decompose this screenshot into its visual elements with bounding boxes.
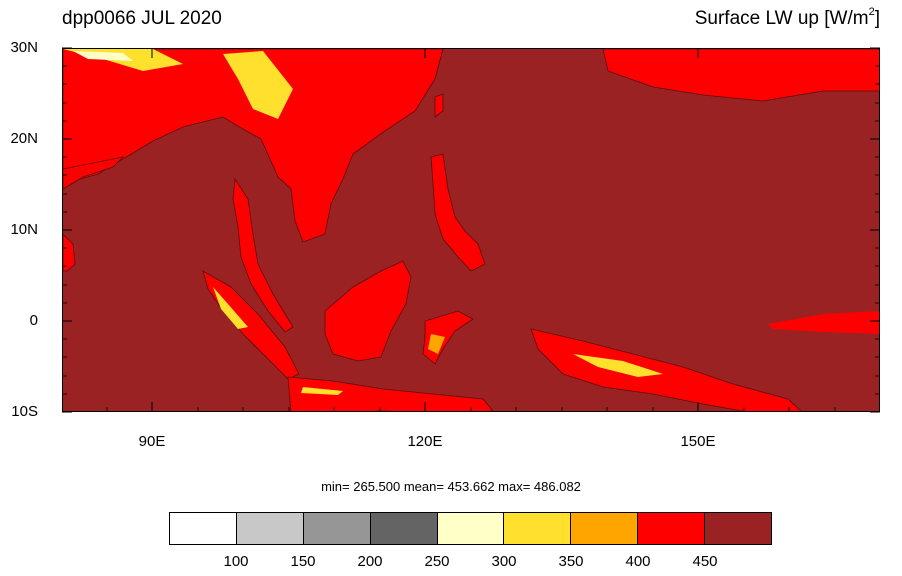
sulawesi-highlands xyxy=(428,334,445,354)
sumatra-highlands xyxy=(213,287,248,329)
stats-line: min= 265.500 mean= 453.662 max= 486.082 xyxy=(321,479,581,494)
colorbar-box-4 xyxy=(370,513,438,544)
y-label-30n: 30N xyxy=(10,39,38,56)
y-label-0: 0 xyxy=(29,312,38,329)
colorbar-label-200: 200 xyxy=(357,553,383,570)
equatorial-band xyxy=(768,311,879,334)
colorbar-box-8 xyxy=(638,513,706,544)
colorbar-label-150: 150 xyxy=(290,553,316,570)
title-right-close: ] xyxy=(874,8,880,29)
plot-title-left: dpp0066 JUL 2020 xyxy=(62,8,222,29)
colorbar-box-3 xyxy=(303,513,371,544)
plot-title-right: Surface LW up [W/m2] xyxy=(694,6,880,30)
yunnan-highlands xyxy=(223,51,293,119)
x-label-150e: 150E xyxy=(680,433,716,450)
axis-ticks xyxy=(62,47,880,413)
colorbar-box-5 xyxy=(437,513,505,544)
x-label-120e: 120E xyxy=(407,433,443,450)
philippines xyxy=(430,153,486,272)
borneo xyxy=(324,260,412,362)
java-islands xyxy=(287,376,494,411)
pacific-land xyxy=(602,49,879,102)
colorbar-box-6 xyxy=(504,513,572,544)
colorbar-box-1 xyxy=(170,513,237,544)
colorbar-box-9 xyxy=(705,513,772,544)
colorbar-label-250: 250 xyxy=(424,553,450,570)
taiwan xyxy=(434,93,444,118)
map-panel xyxy=(62,48,880,412)
x-label-90e: 90E xyxy=(138,433,166,450)
colorbar-label-300: 300 xyxy=(491,553,517,570)
sri-lanka xyxy=(63,233,76,272)
y-label-10n: 10N xyxy=(10,221,38,238)
map-svg xyxy=(63,49,879,411)
colorbar-label-350: 350 xyxy=(558,553,584,570)
colorbar-box-7 xyxy=(571,513,639,544)
colorbar xyxy=(169,512,772,545)
colorbar-label-450: 450 xyxy=(692,553,718,570)
malay-peninsula xyxy=(232,177,294,333)
india-peninsula xyxy=(63,156,125,190)
title-right-text: Surface LW up [W/m xyxy=(694,8,869,29)
y-label-20n: 20N xyxy=(10,130,38,147)
colorbar-box-2 xyxy=(236,513,304,544)
y-label-10s: 10S xyxy=(11,403,38,420)
asia-mainland xyxy=(63,49,444,243)
title-right-superscript: 2 xyxy=(868,6,875,18)
colorbar-label-400: 400 xyxy=(625,553,651,570)
new-guinea xyxy=(530,328,802,411)
ng-highlands xyxy=(573,354,663,377)
colorbar-label-100: 100 xyxy=(223,553,249,570)
java-volcanoes xyxy=(301,387,343,395)
himalaya-peaks xyxy=(73,51,133,61)
